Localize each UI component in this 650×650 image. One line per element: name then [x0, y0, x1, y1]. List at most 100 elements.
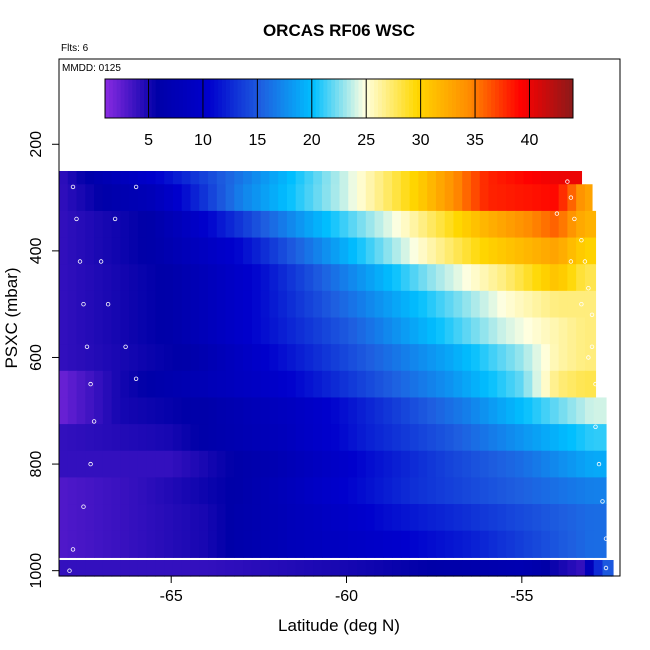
heatmap-cell — [164, 530, 174, 558]
heatmap-cell — [409, 477, 419, 505]
heatmap-cell — [541, 397, 551, 425]
heatmap-cell — [251, 370, 262, 399]
heatmap-cell — [146, 157, 157, 185]
heatmap-cell — [549, 317, 560, 345]
colorbar-tick-label: 5 — [144, 132, 153, 149]
heatmap-cell — [313, 477, 323, 505]
colorbar-segment — [346, 79, 352, 118]
heatmap-cell — [172, 424, 183, 452]
heatmap-cell — [444, 424, 455, 452]
heatmap-cell — [479, 560, 490, 577]
heatmap-cell — [427, 560, 437, 577]
colorbar-segment — [354, 79, 359, 118]
heatmap-cell — [76, 477, 86, 505]
heatmap-cell — [453, 344, 463, 372]
heatmap-cell — [339, 504, 349, 532]
colorbar-segment — [393, 79, 398, 118]
heatmap-cell — [330, 317, 341, 345]
heatmap-cell — [541, 477, 551, 505]
heatmap-cell — [541, 450, 551, 478]
heatmap-cell — [383, 290, 393, 319]
heatmap-cell — [435, 450, 446, 478]
heatmap-cell — [427, 370, 437, 399]
heatmap-cell — [59, 184, 69, 212]
heatmap-cell — [59, 530, 69, 558]
colorbar-segment — [264, 79, 270, 118]
heatmap-cell — [321, 184, 332, 212]
heatmap-cell — [243, 317, 253, 345]
heatmap-cell — [120, 424, 130, 452]
heatmap-cell — [260, 560, 270, 577]
heatmap-cell — [576, 210, 586, 239]
heatmap-cell — [392, 397, 402, 425]
heatmap-cell — [409, 237, 419, 265]
heatmap-cell — [392, 344, 402, 372]
track-point — [600, 499, 605, 504]
heatmap-cell — [611, 560, 614, 577]
heatmap-cell — [462, 560, 472, 577]
heatmap-cell — [479, 424, 490, 452]
heatmap-cell — [120, 450, 130, 478]
heatmap-cell — [172, 397, 183, 425]
heatmap-cell — [181, 344, 192, 372]
heatmap-cell — [102, 344, 113, 372]
heatmap-cell — [278, 560, 288, 577]
heatmap-cell — [514, 290, 525, 319]
heatmap-cell — [602, 450, 607, 478]
heatmap-cell — [234, 397, 244, 425]
heatmap-cell — [234, 370, 244, 399]
date-note: MMDD: 0125 — [62, 63, 121, 74]
colorbar-segment — [401, 79, 406, 118]
heatmap-cell — [94, 560, 104, 577]
colorbar-segment — [105, 79, 110, 118]
heatmap-cell — [181, 477, 192, 505]
heatmap-cell — [497, 504, 507, 532]
heatmap-cell — [111, 370, 121, 399]
heatmap-cell — [567, 370, 577, 399]
heatmap-cell — [444, 317, 455, 345]
heatmap-cell — [269, 317, 279, 345]
heatmap-cell — [102, 370, 113, 399]
heatmap-cell — [137, 264, 148, 292]
heatmap-cell — [295, 317, 306, 345]
colorbar-segment — [471, 79, 476, 118]
heatmap-cell — [234, 560, 244, 577]
heatmap-cell — [67, 370, 78, 399]
heatmap-cell — [365, 264, 376, 292]
heatmap-cell — [400, 237, 411, 265]
heatmap-cell — [120, 344, 130, 372]
heatmap-cell — [234, 317, 244, 345]
heatmap-cell — [541, 424, 551, 452]
heatmap-cell — [120, 210, 130, 239]
heatmap-cell — [234, 237, 244, 265]
heatmap-cell — [488, 424, 498, 452]
heatmap-cell — [111, 397, 121, 425]
heatmap-cell — [523, 504, 533, 532]
heatmap-cell — [453, 560, 463, 577]
heatmap-cell — [357, 397, 367, 425]
colorbar-segment — [175, 79, 180, 118]
heatmap-cell — [330, 504, 341, 532]
heatmap-cell — [208, 397, 218, 425]
heatmap-cell — [523, 530, 533, 558]
heatmap-cell — [435, 344, 446, 372]
heatmap-cell — [418, 344, 428, 372]
heatmap-cell — [321, 530, 332, 558]
colorbar-segment — [479, 79, 484, 118]
heatmap-cell — [321, 157, 332, 185]
heatmap-cell — [427, 264, 437, 292]
track-point — [593, 424, 598, 429]
heatmap-cell — [76, 290, 86, 319]
heatmap-cell — [357, 290, 367, 319]
heatmap-cell — [269, 504, 279, 532]
heatmap-cell — [488, 370, 498, 399]
heatmap-cell — [593, 290, 597, 319]
heatmap-cell — [155, 477, 165, 505]
colorbar-segment — [549, 79, 554, 118]
heatmap-cell — [243, 560, 253, 577]
heatmap-cell — [479, 184, 490, 212]
heatmap-cell — [67, 237, 78, 265]
heatmap-cell — [243, 157, 253, 185]
heatmap-cell — [94, 157, 104, 185]
colorbar-segment — [124, 79, 129, 118]
